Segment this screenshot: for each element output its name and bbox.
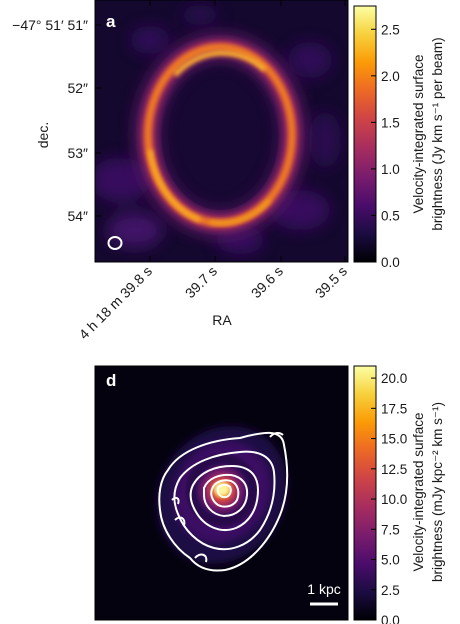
colorbar-tick-label: 2.5 — [381, 22, 400, 37]
colorbar-d-label-line1: Velocity-integrated surface — [411, 412, 426, 571]
x-tick-label: 4 h 18 m 39.8 s — [76, 263, 156, 343]
colorbar-tick-label: 1.5 — [381, 115, 400, 130]
colorbar-d-label-line2: brightness (mJy kpc⁻² km s⁻¹) — [430, 402, 445, 582]
colorbar-tick-label: 10.0 — [381, 492, 407, 507]
colorbar-tick-label: 15.0 — [381, 432, 407, 447]
colorbar-tick-label: 1.0 — [381, 162, 400, 177]
colorbar-tick-label: 17.5 — [381, 401, 407, 416]
colorbar-tick-label: 20.0 — [381, 371, 407, 386]
panel-d-label: d — [106, 371, 116, 390]
x-axis-label: RA — [212, 312, 232, 328]
y-tick-label: 52″ — [67, 80, 88, 96]
y-tick-label: 54″ — [67, 208, 88, 224]
y-tick-label: −47° 51′ 51″ — [12, 17, 88, 33]
colorbar-tick-label: 0.0 — [381, 255, 400, 270]
panel-a-label: a — [106, 12, 116, 31]
colorbar-tick-label: 2.5 — [381, 583, 400, 598]
colorbar-d: 0.0 2.5 5.0 7.5 10.0 12.5 15.0 17.5 20.0 Velocit… — [353, 365, 445, 624]
beam-ellipse — [107, 236, 123, 250]
y-tick-label: 53″ — [67, 145, 88, 161]
x-tick-label: 39.5 s — [312, 263, 350, 301]
scale-bar-label: 1 kpc — [307, 581, 340, 597]
panel-a-image — [95, 0, 348, 262]
colorbar-a-label-line1: Velocity-integrated surface — [411, 54, 426, 213]
panel-d: 1 kpc d 0.0 2.5 5.0 7.5 10.0 12.5 15.0 17.5 20.0… — [94, 365, 445, 624]
colorbar-tick-label: 5.0 — [381, 553, 400, 568]
y-axis-label: dec. — [35, 122, 51, 148]
colorbar-tick-label: 0.0 — [381, 613, 400, 624]
panel-d-image: 1 kpc — [95, 366, 348, 620]
colorbar-a-label-line2: brightness (Jy km s⁻¹ per beam) — [430, 37, 445, 230]
colorbar-tick-label: 0.5 — [381, 208, 400, 223]
colorbar-tick-label: 12.5 — [381, 462, 407, 477]
contours — [158, 431, 289, 572]
panel-a: a −47° 51′ 51″ 52″ 53″ 54″ dec. 4 h 18 m… — [12, 0, 445, 342]
x-tick-label: 39.6 s — [248, 263, 286, 301]
colorbar-a: 0.0 0.5 1.0 1.5 2.0 2.5 Velocity-integrated s… — [353, 5, 445, 270]
colorbar-tick-label: 2.0 — [381, 69, 400, 84]
colorbar-tick-label: 7.5 — [381, 522, 400, 537]
x-tick-label: 39.7 s — [182, 263, 220, 301]
